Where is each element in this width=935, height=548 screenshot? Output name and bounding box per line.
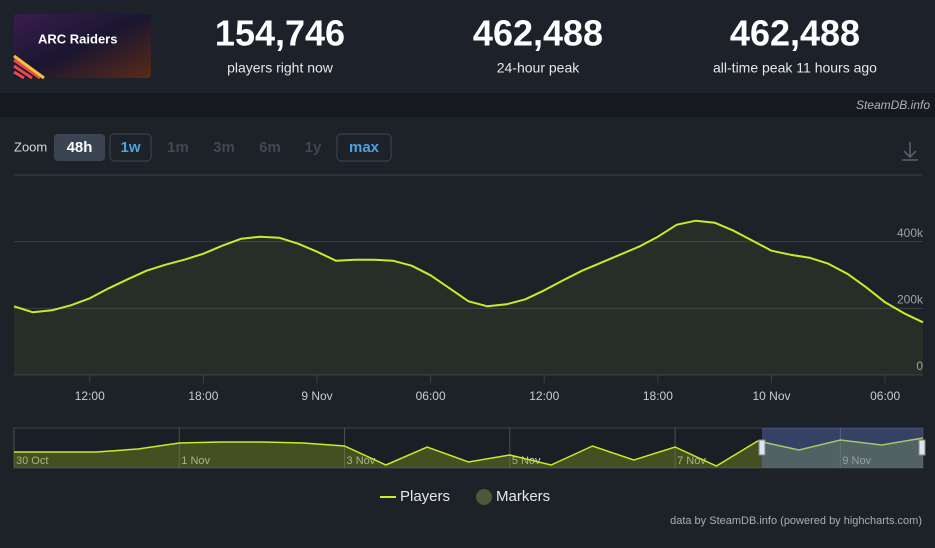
zoom-button[interactable] <box>336 133 392 162</box>
legend-label[interactable]: Players <box>400 488 450 505</box>
x-tick-label: 06:00 <box>416 389 446 403</box>
source-strip <box>0 93 935 117</box>
navigator-label: 9 Nov <box>842 455 871 467</box>
download-icon[interactable] <box>902 142 918 161</box>
x-tick-label: 06:00 <box>870 389 900 403</box>
legend-label[interactable]: Markers <box>496 488 550 505</box>
zoom-button-label[interactable]: max <box>349 139 380 156</box>
y-tick-label: 400k <box>897 226 924 240</box>
x-tick-label: 10 Nov <box>752 389 790 403</box>
source-label: SteamDB.info <box>856 98 930 112</box>
zoom-button-label[interactable]: 1y <box>305 139 322 156</box>
zoom-buttons: 48h 1w 1m 3m 6m 1y max <box>54 133 392 162</box>
stat-value: 154,746 <box>215 13 345 54</box>
plot-area: 0 200k 400k 12:00 18:00 9 Nov 06:00 12:00 18:00 1… <box>13 219 924 403</box>
credits: data by SteamDB.info (powered by highcha… <box>670 515 922 527</box>
zoom-button-label[interactable]: 3m <box>213 139 235 156</box>
y-tick-label: 200k <box>897 293 924 307</box>
stat-label: players right now <box>227 60 334 76</box>
stat-label: all-time peak 11 hours ago <box>713 60 877 76</box>
series-line <box>13 219 924 324</box>
navigator-line <box>14 437 924 467</box>
zoom-button-label[interactable]: 6m <box>259 139 281 156</box>
navigator-area <box>14 438 923 468</box>
navigator-handle[interactable] <box>918 439 926 456</box>
zoom-button[interactable] <box>54 134 105 161</box>
navigator-selection[interactable] <box>762 428 923 468</box>
navigator-label: 1 Nov <box>181 455 210 467</box>
legend-marker[interactable] <box>476 489 492 505</box>
stat-value: 462,488 <box>473 13 603 54</box>
thumbnail-title: ARC Raiders <box>38 31 117 46</box>
zoom-button-label[interactable]: 1w <box>120 139 140 156</box>
thumb-stripe <box>13 54 45 80</box>
header-bg <box>0 0 935 93</box>
x-tick-label: 9 Nov <box>301 389 332 403</box>
x-tick-label: 18:00 <box>643 389 673 403</box>
series-area <box>14 220 923 375</box>
x-tick-label: 12:00 <box>529 389 559 403</box>
x-tick-label: 18:00 <box>188 389 218 403</box>
navigator-label: 3 Nov <box>347 455 376 467</box>
thumb-stripes <box>13 58 41 80</box>
zoom-button[interactable] <box>109 133 152 162</box>
game-thumbnail <box>14 14 151 78</box>
navigator-label: 30 Oct <box>16 455 48 467</box>
x-tick-label: 12:00 <box>75 389 105 403</box>
zoom-label: Zoom <box>14 139 47 154</box>
zoom-button-label[interactable]: 48h <box>67 139 93 156</box>
navigator-handle[interactable] <box>758 439 766 456</box>
y-tick-label: 0 <box>916 359 923 373</box>
stat-label: 24-hour peak <box>497 60 581 76</box>
zoom-button-label[interactable]: 1m <box>167 139 189 156</box>
stat-value: 462,488 <box>730 13 860 54</box>
navigator-series: 30 Oct1 Nov3 Nov5 Nov7 Nov9 Nov <box>13 428 924 468</box>
